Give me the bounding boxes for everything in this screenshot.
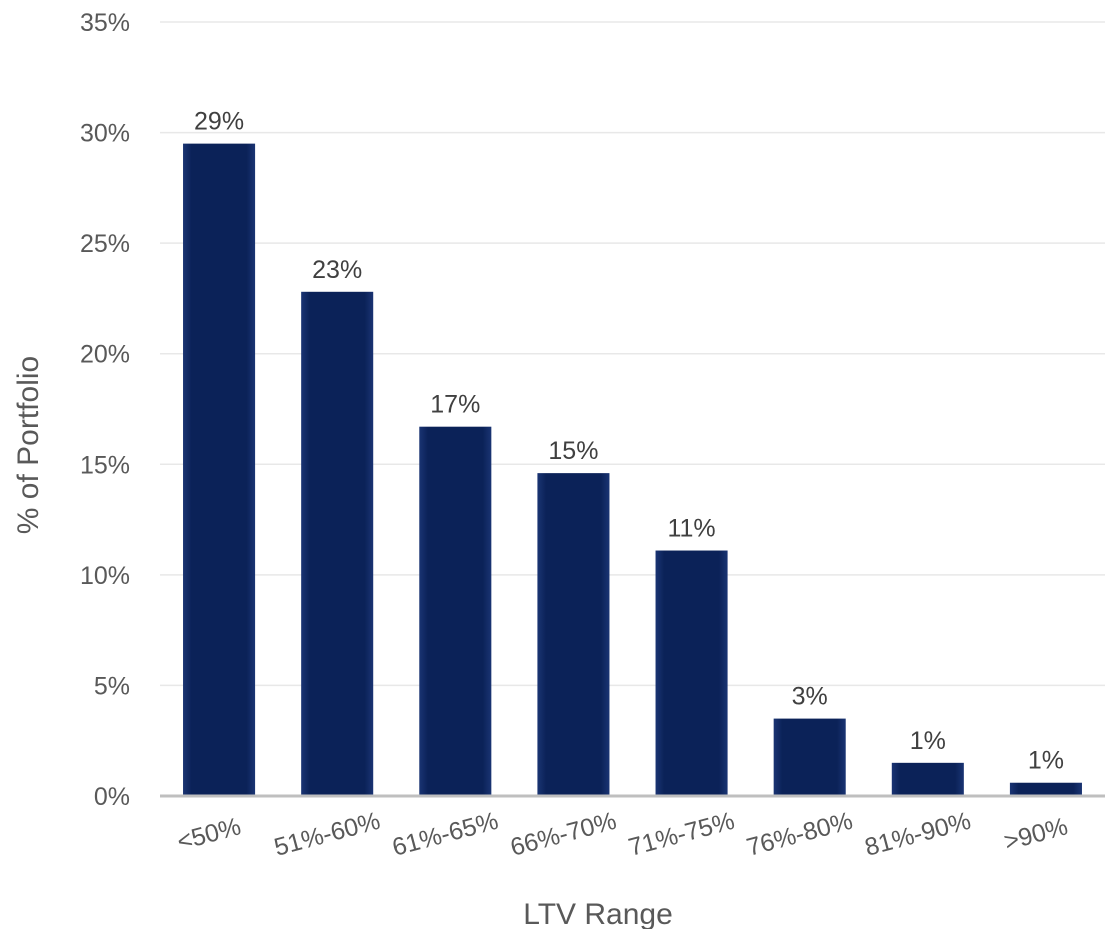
bar — [1009, 782, 1082, 796]
y-tick-label: 10% — [80, 562, 130, 590]
data-label: 15% — [548, 437, 598, 465]
x-tick-label: 71%-75% — [626, 807, 738, 862]
x-tick-label: 51%-60% — [271, 807, 383, 862]
x-tick-label: 76%-80% — [744, 807, 856, 862]
bar — [773, 718, 846, 796]
data-label: 3% — [792, 683, 828, 711]
data-label: 17% — [430, 391, 480, 419]
y-tick-label: 20% — [80, 341, 130, 369]
data-label: 1% — [910, 727, 946, 755]
x-tick-label: 66%-70% — [507, 807, 619, 862]
y-tick-label: 0% — [94, 783, 130, 811]
data-label: 11% — [667, 515, 715, 543]
x-tick-label: 61%-65% — [389, 807, 501, 862]
bar — [655, 550, 728, 796]
data-label: 23% — [312, 256, 362, 284]
y-tick-label: 5% — [94, 672, 130, 700]
x-tick-label: >90% — [1001, 812, 1071, 856]
data-label: 29% — [194, 108, 244, 136]
bar — [537, 473, 610, 796]
bar — [891, 762, 964, 796]
y-axis-tick-labels: 0% 5% 10% 15% 20% 25% 30% 35% — [80, 9, 130, 811]
bar — [183, 143, 256, 797]
y-tick-label: 25% — [80, 230, 130, 258]
data-label: 1% — [1028, 747, 1064, 775]
x-tick-label: <50% — [174, 812, 244, 856]
bars — [183, 143, 1082, 797]
x-axis-tick-labels: <50% 51%-60% 61%-65% 66%-70% 71%-75% 76%-80% 8… — [174, 807, 1071, 862]
y-tick-label: 35% — [80, 9, 130, 37]
y-tick-label: 15% — [80, 451, 130, 479]
data-labels: 29% 23% 17% 15% 11% 3% 1% 1% — [194, 108, 1064, 775]
x-axis-title: LTV Range — [523, 898, 673, 929]
bar — [419, 426, 492, 796]
y-tick-label: 30% — [80, 120, 130, 148]
y-axis-title: % of Portfolio — [12, 356, 45, 534]
x-tick-label: 81%-90% — [862, 807, 974, 862]
bar — [301, 291, 374, 796]
